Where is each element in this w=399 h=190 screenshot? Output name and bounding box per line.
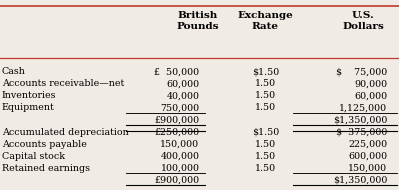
Text: 60,000: 60,000 bbox=[166, 79, 200, 89]
Text: 60,000: 60,000 bbox=[354, 91, 387, 101]
Text: 400,000: 400,000 bbox=[160, 152, 200, 161]
Text: 750,000: 750,000 bbox=[160, 104, 200, 112]
Text: $1.50: $1.50 bbox=[252, 127, 279, 137]
Text: 1.50: 1.50 bbox=[255, 152, 276, 161]
Text: 150,000: 150,000 bbox=[160, 139, 200, 149]
Text: 1.50: 1.50 bbox=[255, 91, 276, 101]
Text: Retained earnings: Retained earnings bbox=[2, 164, 90, 173]
Text: British
Pounds: British Pounds bbox=[176, 11, 219, 31]
Text: 1.50: 1.50 bbox=[255, 104, 276, 112]
Text: Accounts payable: Accounts payable bbox=[2, 139, 87, 149]
Text: $1.50: $1.50 bbox=[252, 67, 279, 76]
Text: Equipment: Equipment bbox=[2, 104, 55, 112]
Text: $  375,000: $ 375,000 bbox=[336, 127, 387, 137]
Text: 1.50: 1.50 bbox=[255, 139, 276, 149]
Text: 225,000: 225,000 bbox=[348, 139, 387, 149]
Text: $1,350,000: $1,350,000 bbox=[333, 176, 387, 184]
Text: 1.50: 1.50 bbox=[255, 164, 276, 173]
Text: 90,000: 90,000 bbox=[354, 79, 387, 89]
Text: $    75,000: $ 75,000 bbox=[336, 67, 387, 76]
Text: $1,350,000: $1,350,000 bbox=[333, 116, 387, 124]
Text: Cash: Cash bbox=[2, 67, 26, 76]
Text: 40,000: 40,000 bbox=[166, 91, 200, 101]
Text: £900,000: £900,000 bbox=[154, 176, 200, 184]
Text: £  50,000: £ 50,000 bbox=[154, 67, 200, 76]
Text: £250,000: £250,000 bbox=[154, 127, 200, 137]
Text: £900,000: £900,000 bbox=[154, 116, 200, 124]
Text: Capital stock: Capital stock bbox=[2, 152, 65, 161]
Text: 100,000: 100,000 bbox=[160, 164, 200, 173]
Text: 1.50: 1.50 bbox=[255, 79, 276, 89]
Text: Accounts receivable—net: Accounts receivable—net bbox=[2, 79, 124, 89]
Text: Exchange
Rate: Exchange Rate bbox=[237, 11, 293, 31]
Text: 150,000: 150,000 bbox=[348, 164, 387, 173]
Text: 600,000: 600,000 bbox=[348, 152, 387, 161]
Text: Accumulated depreciation: Accumulated depreciation bbox=[2, 127, 129, 137]
Text: Inventories: Inventories bbox=[2, 91, 57, 101]
Text: U.S.
Dollars: U.S. Dollars bbox=[342, 11, 384, 31]
Text: 1,125,000: 1,125,000 bbox=[339, 104, 387, 112]
